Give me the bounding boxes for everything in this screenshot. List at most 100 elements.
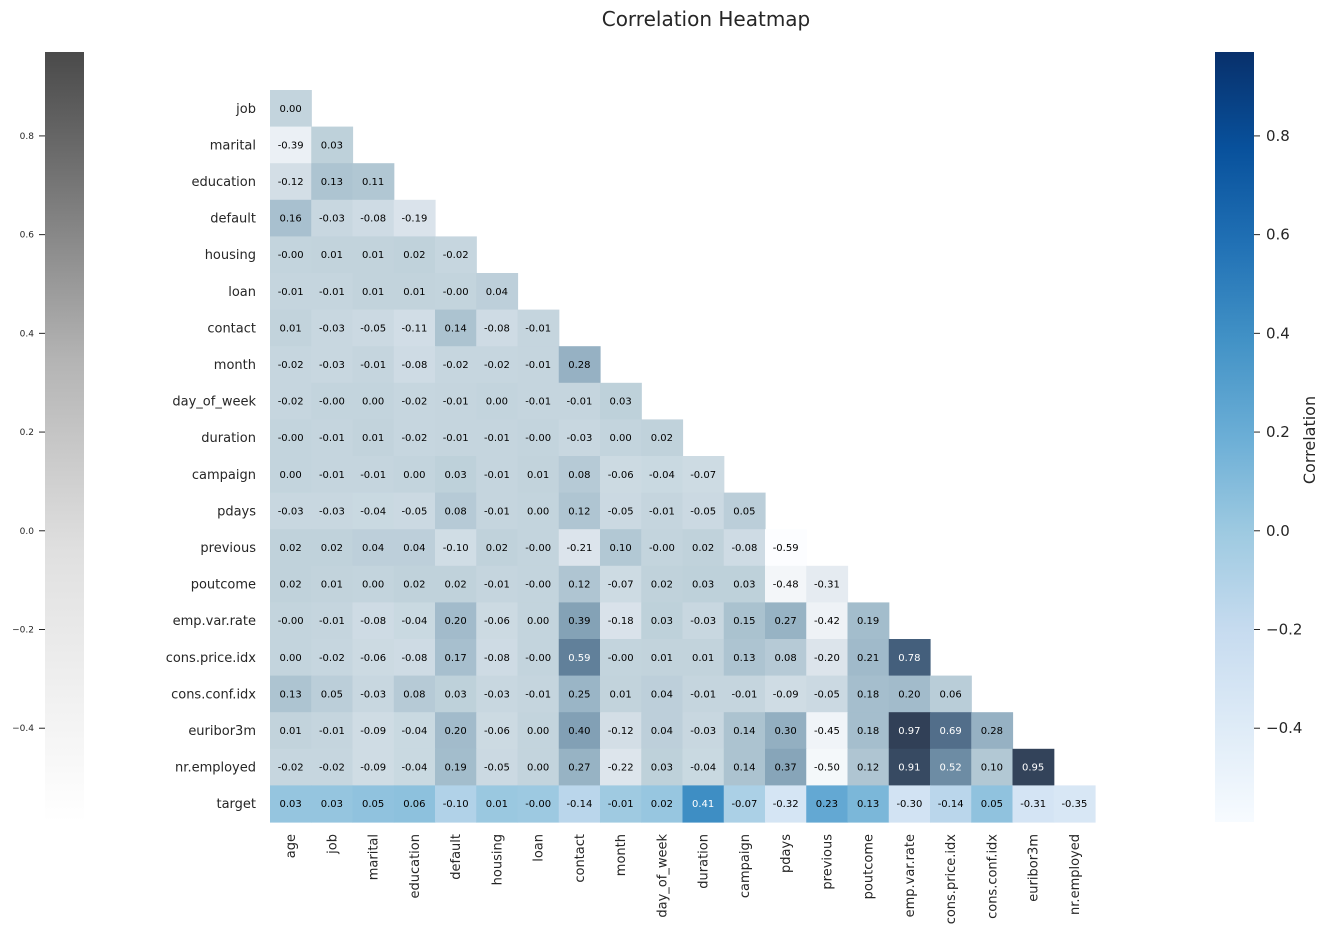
- cell-value-label: -0.08: [731, 543, 757, 554]
- cell-value-label: -0.00: [443, 287, 469, 298]
- right-colorbar-ticks: 0.8 0.6 0.4 0.2 0.0 −0.2 −0.4: [1254, 127, 1302, 737]
- heatmap-cell: [682, 748, 725, 786]
- cell-value-label: -0.01: [484, 506, 510, 517]
- cell-value-label: -0.31: [814, 580, 840, 591]
- heatmap-cell: [270, 346, 312, 384]
- cell-value-label: 0.00: [279, 653, 301, 664]
- heatmap-cell: [517, 785, 560, 823]
- cell-value-label: 0.12: [568, 506, 590, 517]
- cell-value-label: -0.32: [773, 799, 799, 810]
- cell-value-label: -0.01: [360, 470, 386, 481]
- cell-value-label: -0.01: [319, 616, 345, 627]
- cell-value-label: -0.18: [608, 616, 634, 627]
- cell-value-label: 0.01: [486, 799, 508, 810]
- chart-title: Correlation Heatmap: [602, 7, 811, 31]
- cell-value-label: 0.01: [403, 287, 425, 298]
- heatmap-cell: [435, 748, 477, 786]
- left-colorbar-tick-label: −0.2: [12, 626, 34, 636]
- heatmap-cell: [558, 712, 601, 750]
- cell-value-label: 0.01: [362, 433, 384, 444]
- cell-value-label: -0.01: [319, 287, 345, 298]
- column-label: day_of_week: [655, 834, 670, 918]
- cell-value-label: 0.10: [981, 763, 1003, 774]
- cell-value-label: 0.18: [857, 726, 879, 737]
- cell-value-label: 0.06: [939, 689, 961, 700]
- column-label: cons.price.idx: [944, 834, 959, 925]
- cell-value-label: -0.09: [360, 726, 386, 737]
- heatmap-cell: [847, 712, 890, 750]
- cell-value-label: -0.08: [360, 616, 386, 627]
- right-colorbar-gradient: [1215, 52, 1254, 822]
- cell-value-label: -0.00: [649, 543, 675, 554]
- row-label: default: [210, 212, 256, 227]
- heatmap-cell: [352, 199, 395, 237]
- heatmap-cell: [723, 529, 766, 567]
- cell-value-label: -0.50: [814, 763, 840, 774]
- left-colorbar-tick-label: 0.6: [20, 231, 35, 241]
- heatmap-cell: [806, 712, 849, 750]
- cell-value-label: -0.03: [566, 433, 592, 444]
- cell-value-label: -0.02: [319, 653, 345, 664]
- cell-value-label: -0.11: [401, 323, 427, 334]
- cell-value-label: -0.00: [319, 397, 345, 408]
- heatmap-cell: [517, 712, 560, 750]
- cell-value-label: 0.03: [321, 140, 343, 151]
- heatmap-cell: [682, 712, 725, 750]
- cell-value-label: -0.01: [525, 689, 551, 700]
- heatmap-cell: [311, 346, 354, 384]
- heatmap-cell: [435, 419, 477, 457]
- heatmap-cell: [682, 602, 725, 640]
- heatmap-cell: [641, 492, 684, 530]
- cell-value-label: -0.03: [360, 689, 386, 700]
- heatmap-cell: [270, 602, 312, 640]
- row-label: loan: [228, 285, 256, 300]
- cell-value-label: 0.20: [444, 726, 466, 737]
- heatmap-cell: [930, 675, 972, 713]
- heatmap-cell: [393, 712, 436, 750]
- cell-value-label: 0.08: [444, 506, 466, 517]
- heatmap-cell: [682, 639, 725, 677]
- cell-value-label: 0.00: [527, 726, 549, 737]
- heatmap-cell: [682, 492, 725, 530]
- row-label: campaign: [192, 468, 256, 483]
- heatmap-cell: [806, 565, 849, 603]
- cell-value-label: -0.42: [814, 616, 840, 627]
- heatmap-cell: [270, 748, 312, 786]
- heatmap-cell: [393, 273, 436, 311]
- heatmap-cell: [765, 639, 807, 677]
- heatmap-cell: [1053, 785, 1096, 823]
- heatmap-cell: [270, 639, 312, 677]
- heatmap-cell: [311, 712, 354, 750]
- cell-value-label: 0.01: [321, 250, 343, 261]
- column-label: default: [449, 834, 464, 880]
- heatmap-cell: [352, 565, 395, 603]
- cell-value-label: 0.04: [403, 543, 425, 554]
- cell-value-label: 0.02: [692, 543, 714, 554]
- row-label: cons.price.idx: [166, 651, 257, 666]
- heatmap-cell: [971, 712, 1014, 750]
- column-label: cons.conf.idx: [985, 834, 1000, 919]
- heatmap-cell: [311, 639, 354, 677]
- cell-value-label: 0.91: [898, 763, 920, 774]
- heatmap-cell: [682, 785, 725, 823]
- cell-value-label: 0.01: [362, 287, 384, 298]
- heatmap-cell: [270, 529, 312, 567]
- cell-value-label: -0.01: [319, 726, 345, 737]
- cell-value-label: -0.31: [1020, 799, 1046, 810]
- heatmap-cell: [393, 199, 436, 237]
- column-label: job: [325, 834, 340, 855]
- heatmap-cell: [311, 748, 354, 786]
- heatmap-cell: [311, 236, 354, 274]
- cell-value-label: 0.03: [444, 689, 466, 700]
- row-label: education: [191, 175, 256, 190]
- heatmap-cell: [517, 602, 560, 640]
- cell-value-label: -0.01: [443, 397, 469, 408]
- cell-value-label: -0.00: [525, 580, 551, 591]
- heatmap-cell: [558, 602, 601, 640]
- heatmap-cell: [641, 565, 684, 603]
- heatmap-cell: [641, 712, 684, 750]
- cell-value-label: 0.04: [362, 543, 384, 554]
- cell-value-label: -0.08: [360, 214, 386, 225]
- heatmap-cell: [600, 419, 642, 457]
- heatmap-cell: [435, 785, 477, 823]
